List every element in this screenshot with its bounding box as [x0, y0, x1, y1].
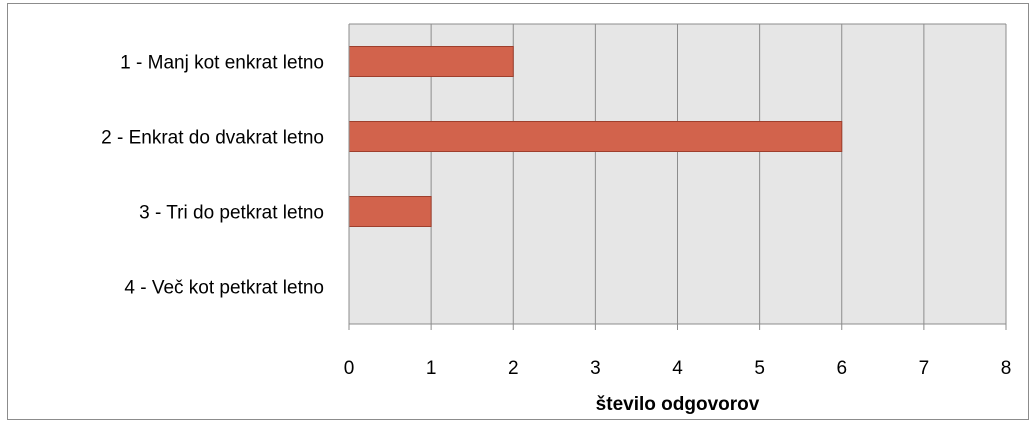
gridlines [348, 23, 1007, 324]
bar-1 [348, 46, 514, 77]
x-tick-label-4: 4 [672, 358, 683, 379]
category-label-1: 1 - Manj kot enkrat letno [120, 53, 324, 74]
x-tick-label-8: 8 [1001, 358, 1012, 379]
x-tick-label-3: 3 [590, 358, 601, 379]
x-tick-label-6: 6 [836, 358, 847, 379]
x-tick-label-7: 7 [919, 358, 930, 379]
category-label-4: 4 - Več kot petkrat letno [124, 278, 324, 299]
x-tick-label-5: 5 [754, 358, 765, 379]
x-axis-title: število odgovorov [596, 394, 760, 415]
axes [348, 24, 1007, 330]
bar-3 [348, 196, 432, 227]
x-tick-label-1: 1 [426, 358, 437, 379]
x-tick-label-2: 2 [508, 358, 519, 379]
category-label-2: 2 - Enkrat do dvakrat letno [101, 128, 324, 149]
category-labels: 1 - Manj kot enkrat letno 2 - Enkrat do d… [101, 53, 324, 299]
tick-labels: 0 1 2 3 4 5 6 7 8 [344, 358, 1012, 379]
bar-2 [348, 121, 843, 152]
category-label-3: 3 - Tri do petkrat letno [139, 203, 324, 224]
bars [348, 46, 843, 227]
x-tick-label-0: 0 [344, 358, 355, 379]
